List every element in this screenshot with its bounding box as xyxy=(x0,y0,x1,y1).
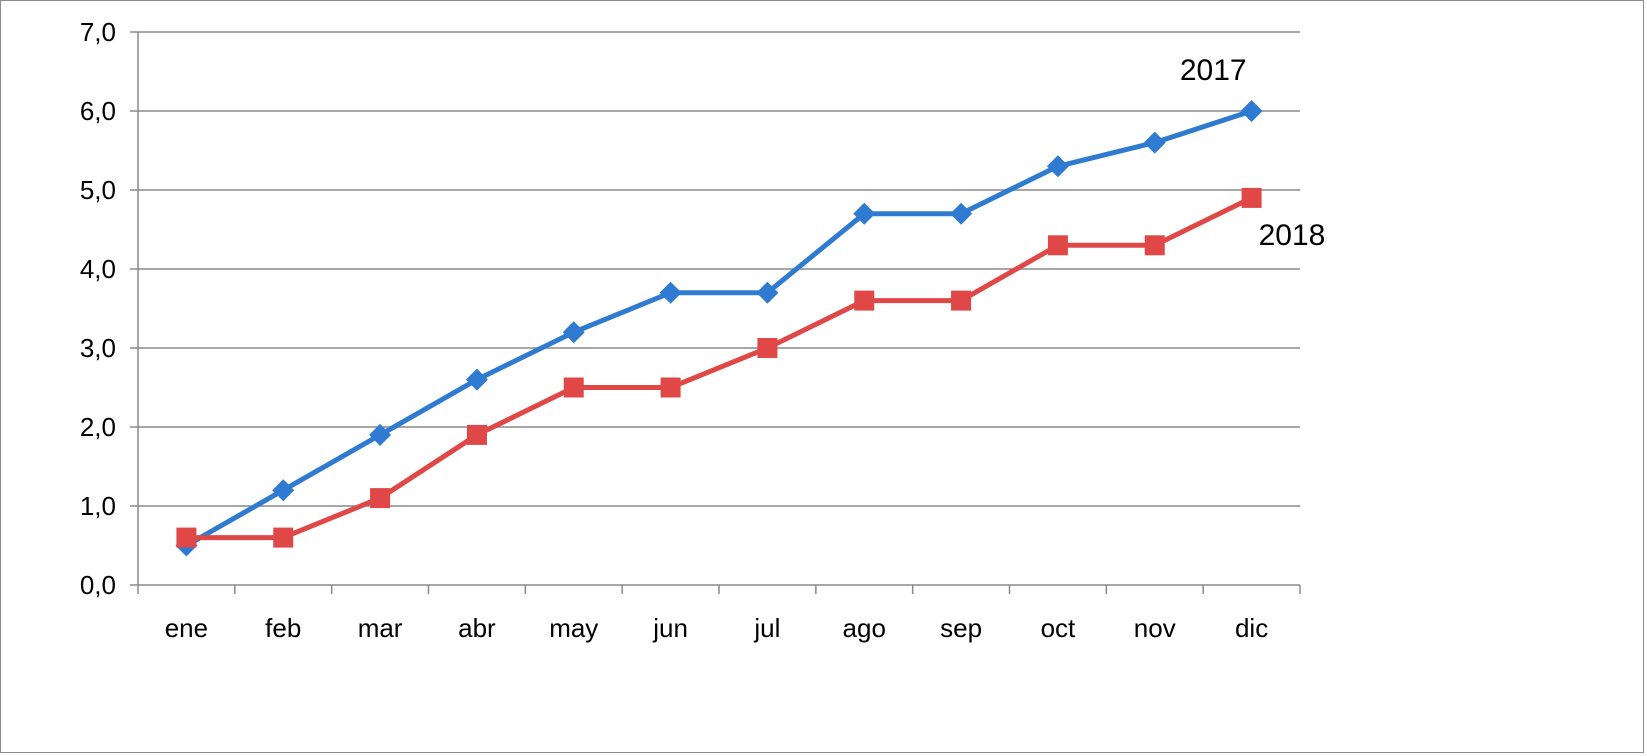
gridlines xyxy=(138,31,1300,507)
series-line-2017 xyxy=(185,108,1253,548)
x-tick-label: sep xyxy=(940,613,982,643)
y-tick-label: 2,0 xyxy=(80,412,116,442)
data-point-2018 xyxy=(660,377,681,398)
data-point-2018 xyxy=(1047,235,1068,256)
data-point-2017 xyxy=(853,202,876,225)
data-point-2018 xyxy=(563,377,584,398)
x-tick-label: mar xyxy=(358,613,403,643)
y-tick-label: 5,0 xyxy=(80,175,116,205)
series-2018 xyxy=(176,187,1262,548)
x-tick-label: ago xyxy=(843,613,886,643)
data-point-2017 xyxy=(1046,155,1069,178)
axes xyxy=(130,31,1301,594)
data-point-2017 xyxy=(369,423,392,446)
data-point-2017 xyxy=(756,281,779,304)
series-label-2018: 2018 xyxy=(1259,219,1326,252)
data-point-2018 xyxy=(370,488,391,509)
data-point-2018 xyxy=(757,338,778,358)
x-tick-label: oct xyxy=(1041,613,1076,643)
x-tick-label: may xyxy=(549,613,598,643)
y-tick-label: 3,0 xyxy=(80,333,116,363)
y-tick-label: 1,0 xyxy=(80,491,116,521)
y-tick-label: 4,0 xyxy=(80,254,116,284)
data-point-2018 xyxy=(273,527,294,548)
series-line-2018 xyxy=(186,195,1253,541)
series-label-2017: 2017 xyxy=(1180,54,1247,87)
data-point-2017 xyxy=(562,321,585,344)
data-point-2018 xyxy=(951,290,972,311)
x-tick-label: jun xyxy=(652,613,688,643)
x-tick-label: ene xyxy=(165,613,208,643)
data-point-2017 xyxy=(950,202,973,225)
y-tick-label: 0,0 xyxy=(80,570,116,600)
data-point-2017 xyxy=(659,281,682,304)
series-2017 xyxy=(175,100,1263,557)
x-tick-label: feb xyxy=(265,613,301,643)
y-tick-label: 6,0 xyxy=(80,96,116,126)
y-tick-label: 7,0 xyxy=(80,17,116,47)
data-point-2017 xyxy=(1240,100,1263,122)
data-point-2017 xyxy=(465,368,488,391)
data-point-2018 xyxy=(1241,187,1262,208)
x-tick-label: dic xyxy=(1235,613,1268,643)
data-point-2018 xyxy=(176,527,197,548)
x-tick-label: nov xyxy=(1134,613,1176,643)
data-point-2017 xyxy=(1143,131,1166,154)
data-point-2018 xyxy=(466,424,487,445)
data-point-2018 xyxy=(1144,235,1165,256)
data-point-2018 xyxy=(854,290,875,311)
series-layer xyxy=(175,100,1263,557)
x-tick-label: jul xyxy=(753,613,780,643)
x-tick-label: abr xyxy=(458,613,496,643)
labels: 0,0 1,0 2,0 3,0 4,0 5,0 6,0 7,0 ene feb mar abr may j… xyxy=(80,17,1325,643)
data-point-2017 xyxy=(272,479,295,502)
